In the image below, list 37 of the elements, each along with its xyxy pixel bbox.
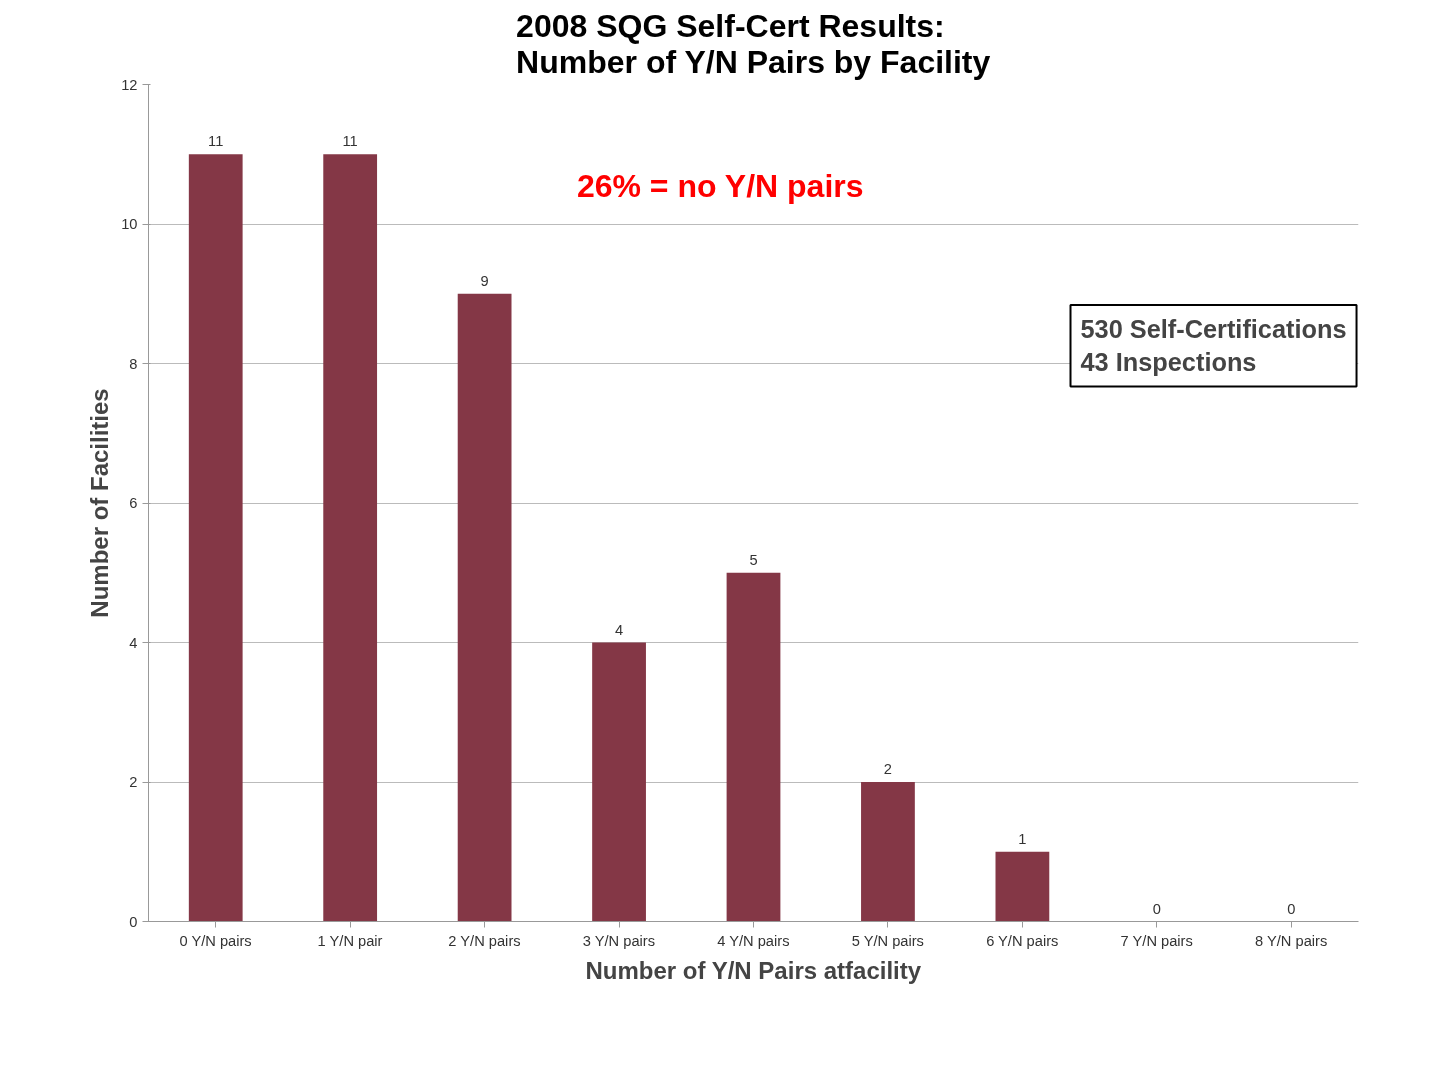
y-tick-label: 10 — [121, 216, 138, 232]
x-tick-label: 0 Y/N pairs — [179, 932, 252, 949]
x-tick-label: 4 Y/N pairs — [717, 932, 790, 949]
bar — [995, 851, 1050, 922]
y-tick-label: 12 — [121, 76, 138, 93]
data-label: 4 — [614, 621, 624, 638]
bar — [726, 572, 781, 922]
y-tick-label: 6 — [129, 495, 138, 511]
x-axis-title: Number of Y/N Pairs atfacility — [585, 956, 922, 984]
x-tick-label: 2 Y/N pairs — [448, 932, 521, 949]
bar — [323, 154, 378, 922]
x-tick-label: 1 Y/N pair — [317, 932, 383, 949]
bar — [861, 782, 915, 922]
y-axis-title: Number of Facilities — [86, 388, 114, 618]
x-tick-label: 8 Y/N pairs — [1255, 932, 1328, 949]
bar — [457, 293, 512, 922]
bar — [188, 154, 243, 922]
y-tick-label: 8 — [129, 355, 138, 372]
chart-title: 2008 SQG Self-Cert Results: Number of Y/N Pairs by Facility — [516, 7, 991, 80]
data-label: 2 — [883, 761, 893, 777]
y-tick-label: 4 — [129, 634, 138, 651]
data-label: 11 — [342, 133, 358, 150]
data-label: 0 — [1152, 900, 1161, 917]
annotation: 530 Self-Certifications 43 Inspections — [1080, 314, 1347, 377]
x-tick-label: 5 Y/N pairs — [851, 932, 924, 949]
bar — [592, 642, 646, 922]
data-label: 5 — [749, 551, 758, 568]
y-tick-label: 0 — [129, 913, 138, 930]
data-label: 0 — [1287, 900, 1296, 917]
x-tick-label: 7 Y/N pairs — [1120, 932, 1193, 949]
data-label: 9 — [480, 272, 489, 289]
x-tick-label: 6 Y/N pairs — [986, 932, 1059, 949]
y-tick-label: 2 — [129, 774, 138, 790]
data-label: 1 — [1018, 830, 1027, 847]
x-tick-label: 3 Y/N pairs — [582, 932, 656, 949]
data-label: 11 — [208, 133, 224, 150]
annotation: 26% = no Y/N pairs — [576, 167, 864, 204]
